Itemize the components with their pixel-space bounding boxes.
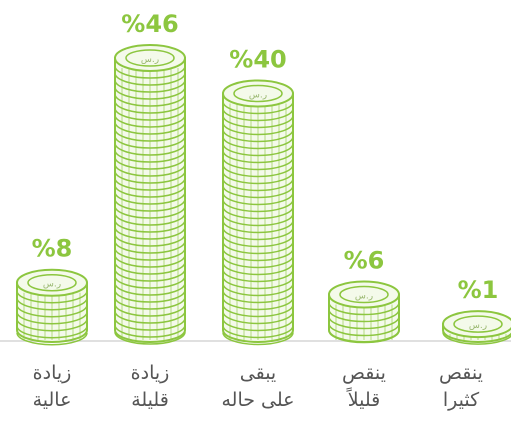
category-label: زيادة عالية bbox=[2, 360, 102, 414]
coin-stack: ر.س bbox=[115, 45, 185, 344]
coin-stack: ر.س bbox=[223, 80, 293, 344]
coin-symbol: ر.س bbox=[141, 55, 159, 65]
value-label: %40 bbox=[229, 45, 286, 73]
coin-symbol: ر.س bbox=[355, 292, 373, 302]
value-label: %6 bbox=[344, 247, 385, 275]
coin-symbol: ر.س bbox=[469, 321, 487, 331]
value-label: %8 bbox=[32, 235, 73, 263]
coin-stack: ر.س bbox=[329, 282, 399, 343]
category-label: ينقص قليلاً bbox=[314, 360, 414, 414]
chart: ر.س %8 ر.س %46 ر.س %40 ر.س %6 ر.س %1 زيادة عاليةز… bbox=[0, 0, 511, 421]
coin-stack: ر.س bbox=[17, 270, 87, 345]
category-label: يبقى على حاله bbox=[208, 360, 308, 414]
category-label: ينقص كثيرا bbox=[411, 360, 511, 414]
coin-stack: ر.س bbox=[443, 311, 511, 344]
category-label: زيادة قليلة bbox=[100, 360, 200, 414]
value-label: %46 bbox=[121, 10, 178, 38]
coin-symbol: ر.س bbox=[249, 90, 267, 100]
coin-symbol: ر.س bbox=[43, 280, 61, 290]
value-label: %1 bbox=[458, 276, 499, 304]
chart-canvas: ر.س %8 ر.س %46 ر.س %40 ر.س %6 ر.س %1 bbox=[0, 0, 511, 421]
